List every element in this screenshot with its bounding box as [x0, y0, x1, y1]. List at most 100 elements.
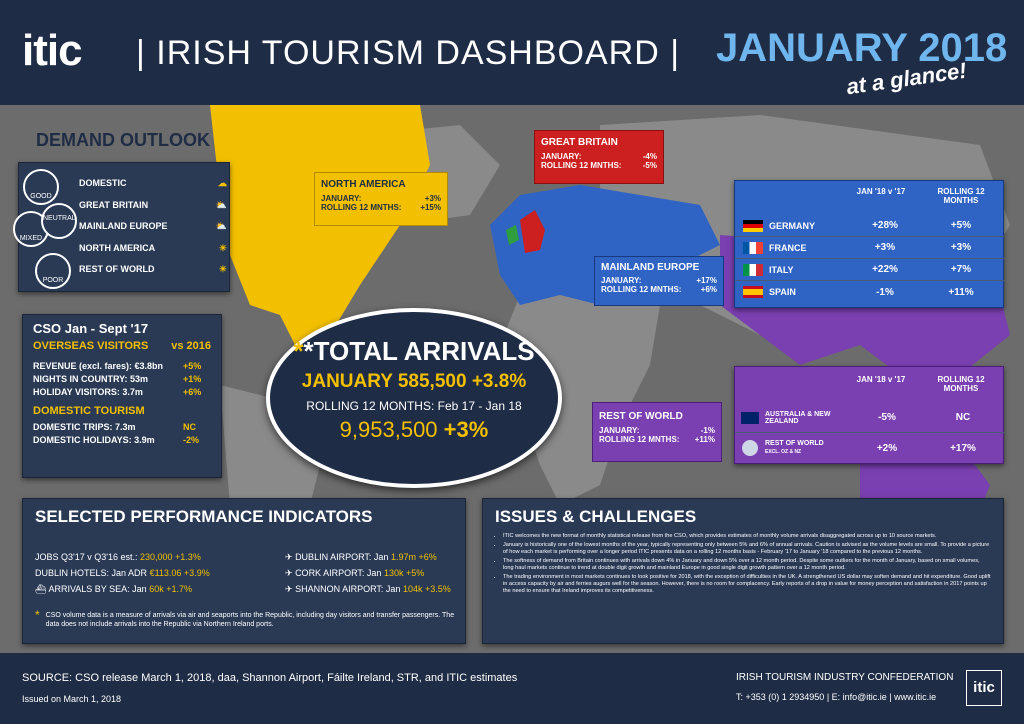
cso-line-value: +6% — [183, 387, 202, 397]
footer-contact: T: +353 (0) 1 2934950 | E: info@itic.ie … — [736, 692, 937, 702]
row-callout: REST OF WORLD JANUARY: -1% ROLLING 12 MNT… — [592, 402, 722, 462]
cso-line-label: REVENUE (excl. fares): €3.8bn — [33, 361, 164, 371]
spi-label: SHANNON AIRPORT: Jan — [295, 584, 401, 594]
cso-line-label: NIGHTS IN COUNTRY: 53m — [33, 374, 149, 384]
row-roll: +11% — [694, 435, 715, 444]
spi-item: ✈ CORK AIRPORT: Jan 130k +5% — [285, 565, 465, 581]
spi-item: ✈ DUBLIN AIRPORT: Jan 1.97m +6% — [285, 549, 465, 565]
spi-item: JOBS Q3'17 v Q3'16 est.: 230,000 +1.3% — [35, 549, 275, 565]
vs-label: vs 2016 — [171, 340, 211, 352]
north-america-callout: NORTH AMERICA JANUARY: +3% ROLLING 12 MNT… — [314, 172, 448, 226]
eu-roll: +6% — [700, 285, 717, 294]
list-item: ITIC welcomes the new format of monthly … — [503, 533, 991, 540]
spi-value: 60k +1.7% — [149, 584, 192, 594]
sun-icon: ☀ — [218, 242, 227, 253]
demand-label: MAINLAND EUROPE — [79, 221, 168, 231]
plane-icon: ✈ — [285, 552, 293, 562]
spi-value: 1.97m +6% — [390, 552, 437, 562]
row-table-header-rolling: ROLLING 12 MONTHS — [937, 375, 985, 393]
europe-callout: MAINLAND EUROPE JANUARY: +17% ROLLING 12 … — [594, 256, 724, 306]
cso-line-label: HOLIDAY VISITORS: 3.7m — [33, 387, 143, 397]
na-roll: +15% — [420, 203, 441, 212]
total-change: +3% — [443, 417, 489, 442]
spi-label: CORK AIRPORT: Jan — [295, 568, 382, 578]
spi-panel: SELECTED PERFORMANCE INDICATORS JOBS Q3'… — [22, 498, 466, 644]
table-row: ITALY +22% +7% — [735, 259, 1005, 281]
globe-icon — [742, 440, 758, 456]
rolling-change: +7% — [950, 264, 972, 275]
row-jan-label: JANUARY: — [599, 426, 640, 435]
spi-note-text: CSO volume data is a measure of arrivals… — [45, 612, 455, 628]
footer — [0, 653, 1024, 724]
footer-source: SOURCE: CSO release March 1, 2018, daa, … — [22, 672, 518, 684]
table-row: REST OF WORLD EXCL. OZ & NZ +2% +17% — [735, 433, 1005, 463]
total-jan: JANUARY 585,500 +3.8% — [301, 371, 527, 392]
demand-item: MAINLAND EUROPE ⛅ — [79, 216, 227, 238]
legend-neutral-label: NEUTRAL — [43, 215, 76, 222]
demand-label: NORTH AMERICA — [79, 242, 156, 253]
spi-left: JOBS Q3'17 v Q3'16 est.: 230,000 +1.3% D… — [35, 549, 275, 597]
legend-neutral: NEUTRAL — [41, 203, 77, 239]
eu-table-header-jan: JAN '18 v '17 — [856, 187, 906, 196]
spi-label: JOBS Q3'17 v Q3'16 est.: — [35, 552, 138, 562]
cso-line-value: NC — [183, 422, 196, 432]
rolling-change: +3% — [950, 242, 972, 253]
sun-cloud-icon: ⛅ — [215, 199, 227, 210]
row-table-header-jan: JAN '18 v '17 — [856, 375, 906, 384]
spain-flag-icon — [743, 286, 763, 298]
legend-poor: POOR — [35, 253, 71, 289]
issues-list: ITIC welcomes the new format of monthly … — [495, 533, 991, 595]
spi-value: 130k +5% — [383, 568, 425, 578]
domestic-label: DOMESTIC TOURISM — [33, 405, 145, 417]
header — [0, 0, 1024, 105]
eu-roll-label: ROLLING 12 MNTHS: — [601, 285, 682, 294]
jan-change: +22% — [872, 264, 898, 275]
eu-table-header-rolling: ROLLING 12 MONTHS — [937, 187, 985, 205]
table-row: GERMANY +28% +5% — [735, 215, 1005, 237]
gb-roll: -5% — [642, 161, 657, 170]
table-row: AUSTRALIA & NEW ZEALAND -5% NC — [735, 403, 1005, 433]
demand-item: GREAT BRITAIN ⛅ — [79, 195, 227, 217]
na-jan: +3% — [424, 194, 441, 203]
eu-title: MAINLAND EUROPE — [601, 262, 700, 273]
eu-jan-label: JANUARY: — [601, 276, 642, 285]
demand-item: NORTH AMERICA ☀ — [79, 238, 227, 260]
cso-line-value: +1% — [183, 374, 202, 384]
spi-item: ✈ SHANNON AIRPORT: Jan 104k +3.5% — [285, 581, 465, 597]
footer-logo: itic — [966, 670, 1002, 706]
footer-issued: Issued on March 1, 2018 — [22, 694, 122, 704]
demand-list: DOMESTIC ☁ GREAT BRITAIN ⛅ MAINLAND EUROPE… — [79, 173, 227, 281]
cso-line: DOMESTIC HOLIDAYS: 3.9m -2% — [33, 434, 211, 447]
list-item: January is historically one of the lowes… — [503, 542, 991, 556]
total-title: *TOTAL ARRIVALS — [303, 336, 535, 366]
region-sub: EXCL. OZ & NZ — [765, 449, 802, 455]
plane-icon: ✈ — [285, 584, 293, 594]
overseas-label: OVERSEAS VISITORS — [33, 340, 149, 352]
spi-value: 104k +3.5% — [402, 584, 451, 594]
sun-cloud-icon: ⛅ — [215, 221, 227, 231]
cso-line: HOLIDAY VISITORS: 3.7m +6% — [33, 386, 211, 399]
issues-title: ISSUES & CHALLENGES — [495, 507, 697, 526]
spi-value: 230,000 +1.3% — [140, 552, 201, 562]
cso-line: DOMESTIC TRIPS: 7.3m NC — [33, 421, 211, 434]
row-roll-label: ROLLING 12 MNTHS: — [599, 435, 680, 444]
france-flag-icon — [743, 241, 763, 254]
legend-good: GOOD — [23, 169, 59, 205]
total-rolling-label: ROLLING 12 MONTHS: Feb 17 - Jan 18 — [306, 399, 522, 413]
europe-table: JAN '18 v '17 ROLLING 12 MONTHS GERMANY … — [734, 180, 1005, 308]
legend-mixed-label: MIXED — [19, 235, 43, 242]
row-table-body: AUSTRALIA & NEW ZEALAND -5% NC REST OF W… — [735, 403, 1005, 463]
spi-label: DUBLIN HOTELS: Jan ADR — [35, 568, 148, 578]
page-month: JANUARY 2018 — [716, 26, 1008, 70]
spi-label: DUBLIN AIRPORT: Jan — [295, 552, 389, 562]
cso-line: REVENUE (excl. fares): €3.8bn +5% — [33, 360, 211, 373]
spi-right: ✈ DUBLIN AIRPORT: Jan 1.97m +6% ✈ CORK A… — [285, 549, 465, 597]
demand-title: DEMAND OUTLOOK — [36, 130, 210, 150]
rolling-change: NC — [955, 412, 971, 423]
eu-jan: +17% — [696, 276, 717, 285]
demand-label: GREAT BRITAIN — [79, 199, 149, 210]
jan-change: +3% — [874, 242, 896, 253]
country: FRANCE — [769, 242, 807, 253]
germany-flag-icon — [743, 219, 763, 232]
gb-jan: -4% — [642, 152, 657, 161]
